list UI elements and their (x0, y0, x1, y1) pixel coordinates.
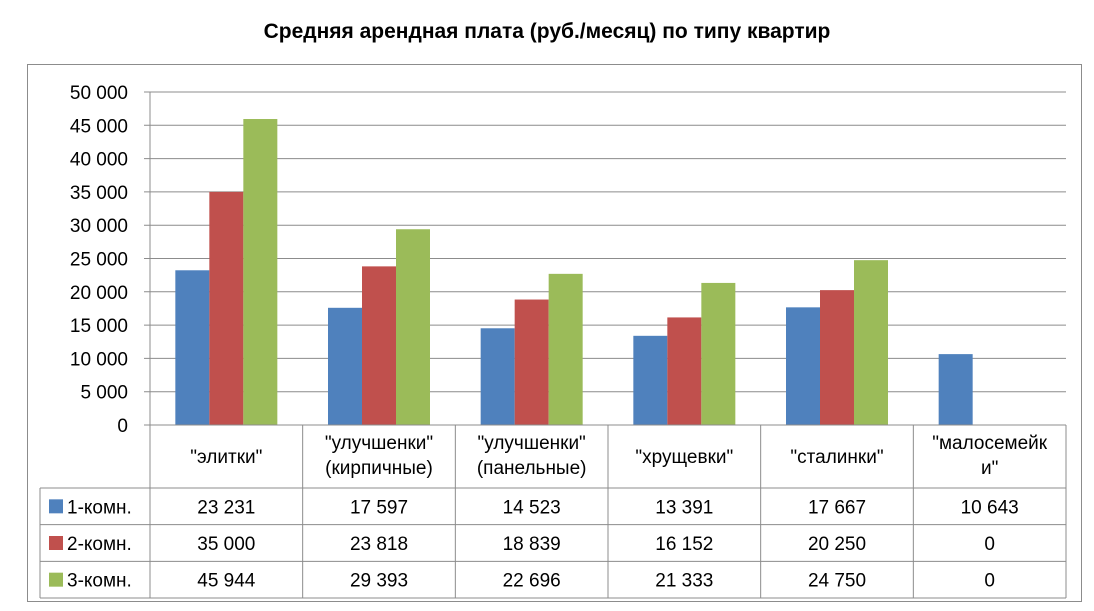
category-label: "малосемейк (932, 433, 1048, 454)
data-table-cell: 17 667 (808, 497, 866, 518)
data-table-cell: 29 393 (350, 571, 408, 592)
category-label: (кирпичные) (325, 458, 433, 479)
legend-key (49, 499, 63, 514)
data-table-cell: 23 818 (350, 534, 408, 555)
data-table-cell: 20 250 (808, 534, 866, 555)
data-table-cell: 24 750 (808, 571, 866, 592)
bar (548, 273, 583, 425)
series-name: 2-комн. (67, 534, 132, 555)
category-label: "элитки" (190, 447, 262, 468)
data-table-cell: 35 000 (197, 534, 255, 555)
category-label: (панельные) (477, 458, 587, 479)
chart-title: Средняя арендная плата (руб./месяц) по т… (263, 20, 831, 43)
y-tick-label: 15 000 (70, 316, 128, 337)
data-table-cell: 10 643 (961, 497, 1019, 518)
bar (854, 260, 888, 425)
category-label: "улучшенки" (478, 433, 586, 454)
y-tick-label: 35 000 (70, 183, 128, 204)
legend-key (49, 536, 63, 550)
bar (362, 266, 396, 425)
y-tick-label: 0 (117, 416, 128, 437)
series-name: 3-комн. (67, 571, 132, 592)
data-table-cell: 16 152 (655, 534, 713, 555)
bar (328, 307, 362, 425)
data-table-cell: 22 696 (503, 571, 561, 592)
bar (480, 328, 515, 425)
bar (701, 282, 736, 425)
data-table-cell: 18 839 (503, 534, 561, 555)
y-tick-label: 45 000 (70, 116, 128, 137)
bar (514, 299, 549, 425)
bar (209, 191, 244, 425)
y-tick-label: 5 000 (80, 383, 128, 404)
data-table-cell: 45 944 (197, 571, 256, 592)
legend-key (49, 572, 63, 587)
data-table-cell: 0 (984, 571, 995, 592)
data-table-cell: 14 523 (503, 497, 561, 518)
bar (243, 119, 278, 425)
bar (938, 354, 973, 425)
bar (820, 290, 854, 425)
bar (667, 317, 702, 425)
y-tick-label: 40 000 (70, 150, 128, 171)
category-label: и" (981, 458, 998, 479)
data-table-cell: 13 391 (655, 497, 713, 518)
y-tick-label: 50 000 (70, 83, 128, 104)
chart-frame (27, 64, 1082, 602)
y-tick-label: 20 000 (70, 283, 128, 304)
bar (175, 270, 210, 425)
data-table-cell: 17 597 (350, 497, 408, 518)
data-table-cell: 23 231 (197, 497, 255, 518)
category-label: "сталинки" (790, 447, 883, 468)
category-label: "улучшенки" (325, 433, 433, 454)
y-tick-label: 25 000 (70, 250, 128, 271)
bar (633, 335, 668, 425)
data-table-cell: 0 (984, 534, 995, 555)
series-name: 1-комн. (67, 497, 132, 518)
data-table-cell: 21 333 (655, 571, 713, 592)
bar (396, 229, 430, 425)
category-label: "хрущевки" (635, 447, 733, 468)
y-tick-label: 10 000 (70, 349, 128, 370)
bar (786, 307, 820, 425)
y-tick-label: 30 000 (70, 216, 128, 237)
